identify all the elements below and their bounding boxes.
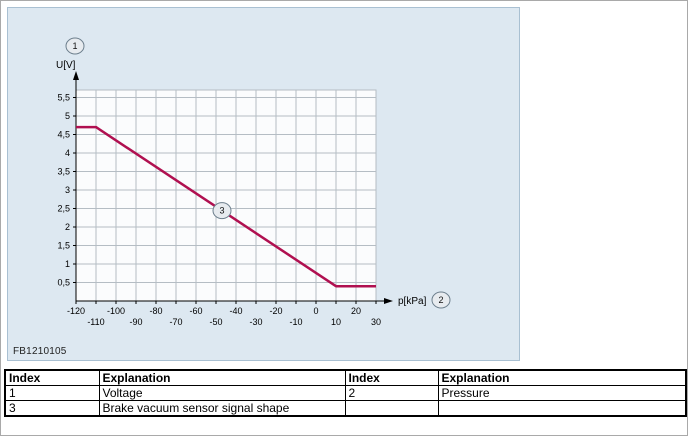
brake-vacuum-sensor-chart: -120-110-100-90-80-70-60-50-40-30-20-100… xyxy=(56,37,451,327)
legend-row: 3 Brake vacuum sensor signal shape xyxy=(4,400,687,417)
callout-3-label: 3 xyxy=(219,206,224,216)
plot-area xyxy=(75,89,377,302)
x-tick-label: -20 xyxy=(269,306,282,316)
callout-2-label: 2 xyxy=(438,295,443,305)
y-tick-label: 2 xyxy=(65,222,70,232)
y-tick-label: 3 xyxy=(65,185,70,195)
x-tick-label: -60 xyxy=(189,306,202,316)
x-tick-label: -120 xyxy=(67,306,85,316)
legend-table: Index Explanation Index Explanation 1 Voltag… xyxy=(4,369,687,417)
y-tick-label: 4 xyxy=(65,148,70,158)
y-tick-label: 0,5 xyxy=(57,278,70,288)
x-tick-label: -30 xyxy=(249,317,262,327)
y-axis-arrow-icon xyxy=(73,71,79,80)
x-tick-label: -110 xyxy=(87,317,104,327)
callout-1 xyxy=(65,37,85,55)
legend-header-cell: Explanation xyxy=(437,369,687,386)
x-tick-label: -10 xyxy=(289,317,302,327)
legend-header-cell: Explanation xyxy=(98,369,346,386)
legend-header-row: Index Explanation Index Explanation xyxy=(4,369,687,386)
x-tick-label: -100 xyxy=(107,306,125,316)
legend-cell: 3 xyxy=(4,400,100,417)
y-tick-label: 1 xyxy=(65,259,70,269)
x-axis-title: p[kPa] xyxy=(398,296,427,307)
figure-code: FB1210105 xyxy=(13,346,67,357)
legend-cell: 2 xyxy=(344,385,439,401)
y-axis-title: U[V] xyxy=(56,60,76,71)
figure-panel: -120 -110 -100 -90 -80 -70 -60 -50 -40 -30 -20 -10 0… xyxy=(7,7,520,361)
callout-3 xyxy=(212,202,232,220)
x-tick-label: 10 xyxy=(331,317,341,327)
x-tick-label: -40 xyxy=(229,306,242,316)
x-tick-label: -50 xyxy=(209,317,222,327)
y-tick-label: 3,5 xyxy=(57,167,70,177)
y-tick-label: 1,5 xyxy=(57,241,70,251)
legend-cell xyxy=(344,400,439,417)
legend-header-cell: Index xyxy=(4,369,100,386)
legend-cell: Pressure xyxy=(437,385,687,401)
callout-1-label: 1 xyxy=(72,41,77,51)
x-tick-label: -90 xyxy=(129,317,142,327)
x-tick-label: -70 xyxy=(169,317,182,327)
callout-2 xyxy=(431,291,451,309)
legend-cell: Voltage xyxy=(98,385,346,401)
x-tick-label: 20 xyxy=(351,306,361,316)
y-tick-label: 5,5 xyxy=(57,93,70,103)
x-tick-label: -80 xyxy=(149,306,162,316)
legend-cell: 1 xyxy=(4,385,100,401)
legend-header-cell: Index xyxy=(344,369,439,386)
x-tick-label: 30 xyxy=(371,317,381,327)
y-tick-label: 5 xyxy=(65,111,70,121)
legend-cell xyxy=(437,400,687,417)
x-tick-label: 0 xyxy=(313,306,318,316)
y-tick-label: 4,5 xyxy=(57,130,70,140)
x-axis-arrow-icon xyxy=(384,298,393,304)
legend-cell: Brake vacuum sensor signal shape xyxy=(98,400,346,417)
legend-row: 1 Voltage 2 Pressure xyxy=(4,385,687,401)
y-tick-label: 2,5 xyxy=(57,204,70,214)
